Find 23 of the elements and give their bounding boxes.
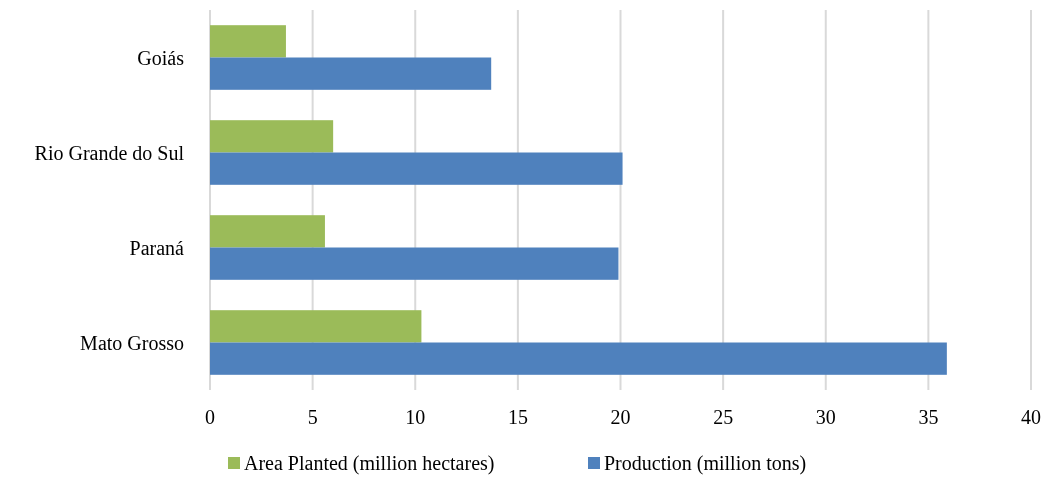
bar xyxy=(210,57,492,90)
legend-label: Area Planted (million hectares) xyxy=(244,452,495,475)
bar xyxy=(210,25,286,58)
y-tick-label: Rio Grande do Sul xyxy=(34,141,185,164)
x-tick-label: 0 xyxy=(205,406,215,428)
y-tick-label: Goiás xyxy=(137,46,185,69)
bar xyxy=(210,310,422,343)
x-tick-label: 10 xyxy=(405,406,426,428)
x-tick-label: 35 xyxy=(918,406,939,428)
bar xyxy=(210,215,325,248)
y-tick-label: Mato Grosso xyxy=(80,331,184,354)
x-tick-label: 30 xyxy=(815,406,836,428)
bar xyxy=(210,120,334,153)
bar xyxy=(210,247,619,280)
y-tick-label: Paraná xyxy=(129,236,185,259)
x-tick-label: 40 xyxy=(1021,406,1041,428)
x-tick-label: 25 xyxy=(713,406,734,428)
x-tick-label: 20 xyxy=(610,406,631,428)
x-tick-label: 15 xyxy=(507,406,528,428)
bar xyxy=(210,152,623,185)
x-tick-label: 5 xyxy=(307,406,318,428)
legend-label: Production (million tons) xyxy=(604,452,807,475)
bar xyxy=(210,342,947,375)
